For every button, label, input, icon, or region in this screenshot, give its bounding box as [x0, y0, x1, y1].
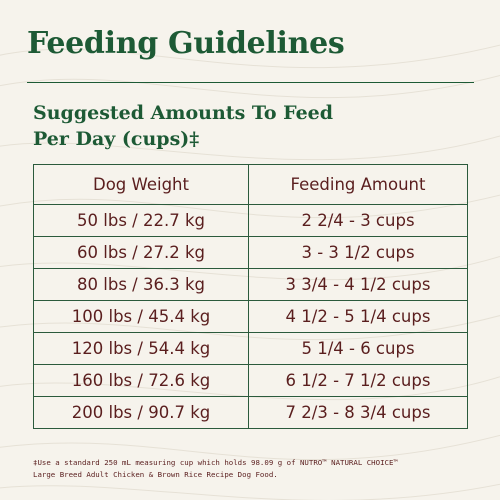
table-row: 80 lbs / 36.3 kg 3 3/4 - 4 1/2 cups: [33, 268, 468, 301]
weight-cell: 60 lbs / 27.2 kg: [33, 236, 249, 269]
subtitle-line-2: Per Day (cups)‡: [33, 128, 200, 150]
subtitle-line-1: Suggested Amounts To Feed: [33, 102, 334, 124]
table-row: 160 lbs / 72.6 kg 6 1/2 - 7 1/2 cups: [33, 364, 468, 397]
footnote-line-2: Large Breed Adult Chicken & Brown Rice R…: [33, 470, 278, 479]
weight-cell: 120 lbs / 54.4 kg: [33, 332, 249, 365]
weight-cell: 160 lbs / 72.6 kg: [33, 364, 249, 397]
title-divider: [27, 82, 474, 83]
weight-cell: 200 lbs / 90.7 kg: [33, 396, 249, 429]
table-row: 100 lbs / 45.4 kg 4 1/2 - 5 1/4 cups: [33, 300, 468, 333]
table-row: 120 lbs / 54.4 kg 5 1/4 - 6 cups: [33, 332, 468, 365]
amount-cell: 4 1/2 - 5 1/4 cups: [248, 300, 468, 333]
table-header-row: Dog Weight Feeding Amount: [33, 164, 468, 205]
feeding-table: Dog Weight Feeding Amount 50 lbs / 22.7 …: [33, 164, 468, 429]
weight-cell: 50 lbs / 22.7 kg: [33, 204, 249, 237]
footnote: ‡Use a standard 250 mL measuring cup whi…: [33, 457, 473, 481]
amount-cell: 3 3/4 - 4 1/2 cups: [248, 268, 468, 301]
header-feeding-amount: Feeding Amount: [248, 164, 468, 205]
weight-cell: 100 lbs / 45.4 kg: [33, 300, 249, 333]
header-dog-weight: Dog Weight: [33, 164, 249, 205]
table-subtitle: Suggested Amounts To Feed Per Day (cups)…: [33, 100, 473, 152]
amount-cell: 6 1/2 - 7 1/2 cups: [248, 364, 468, 397]
page-title: Feeding Guidelines: [27, 26, 345, 61]
amount-cell: 2 2/4 - 3 cups: [248, 204, 468, 237]
table-row: 60 lbs / 27.2 kg 3 - 3 1/2 cups: [33, 236, 468, 269]
table-row: 50 lbs / 22.7 kg 2 2/4 - 3 cups: [33, 204, 468, 237]
amount-cell: 7 2/3 - 8 3/4 cups: [248, 396, 468, 429]
footnote-line-1: ‡Use a standard 250 mL measuring cup whi…: [33, 458, 398, 467]
weight-cell: 80 lbs / 36.3 kg: [33, 268, 249, 301]
table-row: 200 lbs / 90.7 kg 7 2/3 - 8 3/4 cups: [33, 396, 468, 429]
amount-cell: 3 - 3 1/2 cups: [248, 236, 468, 269]
amount-cell: 5 1/4 - 6 cups: [248, 332, 468, 365]
